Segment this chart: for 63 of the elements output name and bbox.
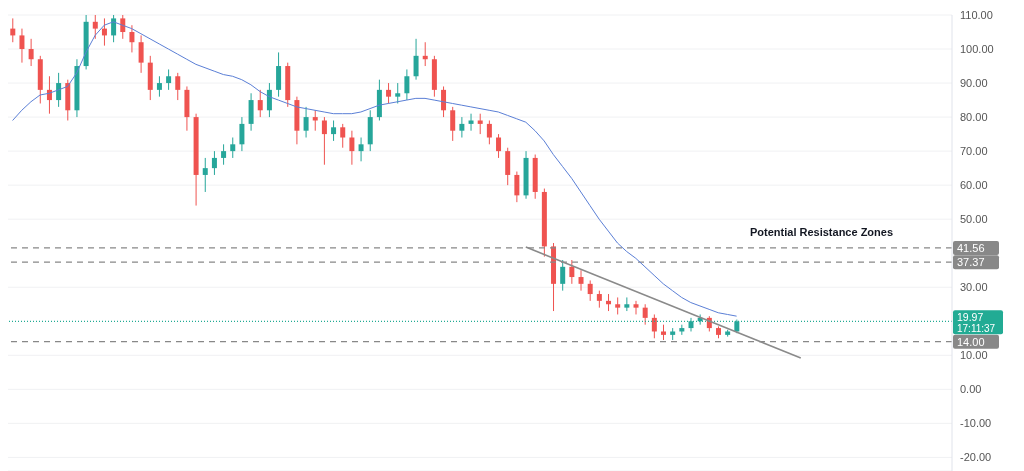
- candlestick: [321, 116, 327, 166]
- candlestick: [156, 75, 162, 98]
- candlestick: [266, 82, 272, 118]
- candlestick: [28, 38, 34, 67]
- candlestick: [166, 68, 172, 91]
- y-tick-label: 0.00: [960, 383, 982, 396]
- candlestick: [496, 133, 502, 159]
- candlestick: [358, 137, 364, 162]
- candlestick: [587, 279, 593, 302]
- ref-line-label: 37.37: [957, 256, 985, 269]
- y-tick-label: -20.00: [960, 451, 992, 464]
- candlestick: [395, 82, 401, 104]
- candlestick: [19, 28, 25, 64]
- candlestick: [633, 300, 639, 315]
- y-tick-label: 10.00: [960, 349, 988, 362]
- candlestick: [441, 85, 447, 118]
- candlestick: [202, 157, 208, 193]
- candlestick: [56, 72, 62, 108]
- candlestick: [477, 113, 483, 135]
- candlestick: [221, 143, 227, 166]
- candlestick: [331, 119, 337, 142]
- candlestick: [230, 137, 236, 159]
- y-tick-label: 60.00: [960, 179, 988, 192]
- y-tick-label: 70.00: [960, 145, 988, 158]
- candlestick: [560, 259, 566, 292]
- text: 17:11:37: [957, 322, 996, 334]
- candlestick: [459, 116, 465, 139]
- y-tick-label: 30.00: [960, 281, 988, 294]
- ref-line-label: 19.97: [957, 311, 984, 324]
- candlestick: [642, 303, 648, 326]
- candlestick: [248, 92, 254, 132]
- candlestick: [514, 171, 520, 203]
- candlestick: [92, 15, 98, 40]
- y-tick-label: 90.00: [960, 76, 988, 89]
- candlestick: [276, 51, 282, 98]
- candlestick: [349, 130, 355, 166]
- candlestick: [468, 113, 474, 132]
- candlestick: [138, 34, 144, 74]
- ref-line-label: 41.56: [957, 241, 985, 254]
- y-tick-label: 100.00: [960, 42, 994, 55]
- candlestick: [651, 313, 657, 339]
- candlestick: [129, 24, 135, 53]
- candlestick: [413, 38, 419, 81]
- y-tick-label: 80.00: [960, 110, 988, 123]
- candlestick: [111, 15, 117, 43]
- candlestick: [386, 82, 392, 104]
- y-tick-label: 50.00: [960, 213, 988, 226]
- candlestick: [239, 116, 245, 152]
- candlestick: [450, 106, 456, 142]
- candlestick: [578, 269, 584, 292]
- candlestick: [303, 106, 309, 139]
- candlestick: [505, 147, 511, 186]
- candlestick: [257, 89, 263, 118]
- ref-line-label: 14.00: [957, 335, 985, 348]
- candlestick: [340, 123, 346, 149]
- candlestick: [569, 259, 575, 285]
- candlestick: [175, 72, 181, 101]
- y-tick-label: 110.00: [960, 8, 993, 21]
- y-tick-label: -10.00: [960, 417, 992, 430]
- candlestick: [404, 68, 410, 101]
- annotation: Potential Resistance Zones: [750, 225, 894, 238]
- candlestick: [486, 119, 492, 145]
- candlestick: [211, 150, 217, 176]
